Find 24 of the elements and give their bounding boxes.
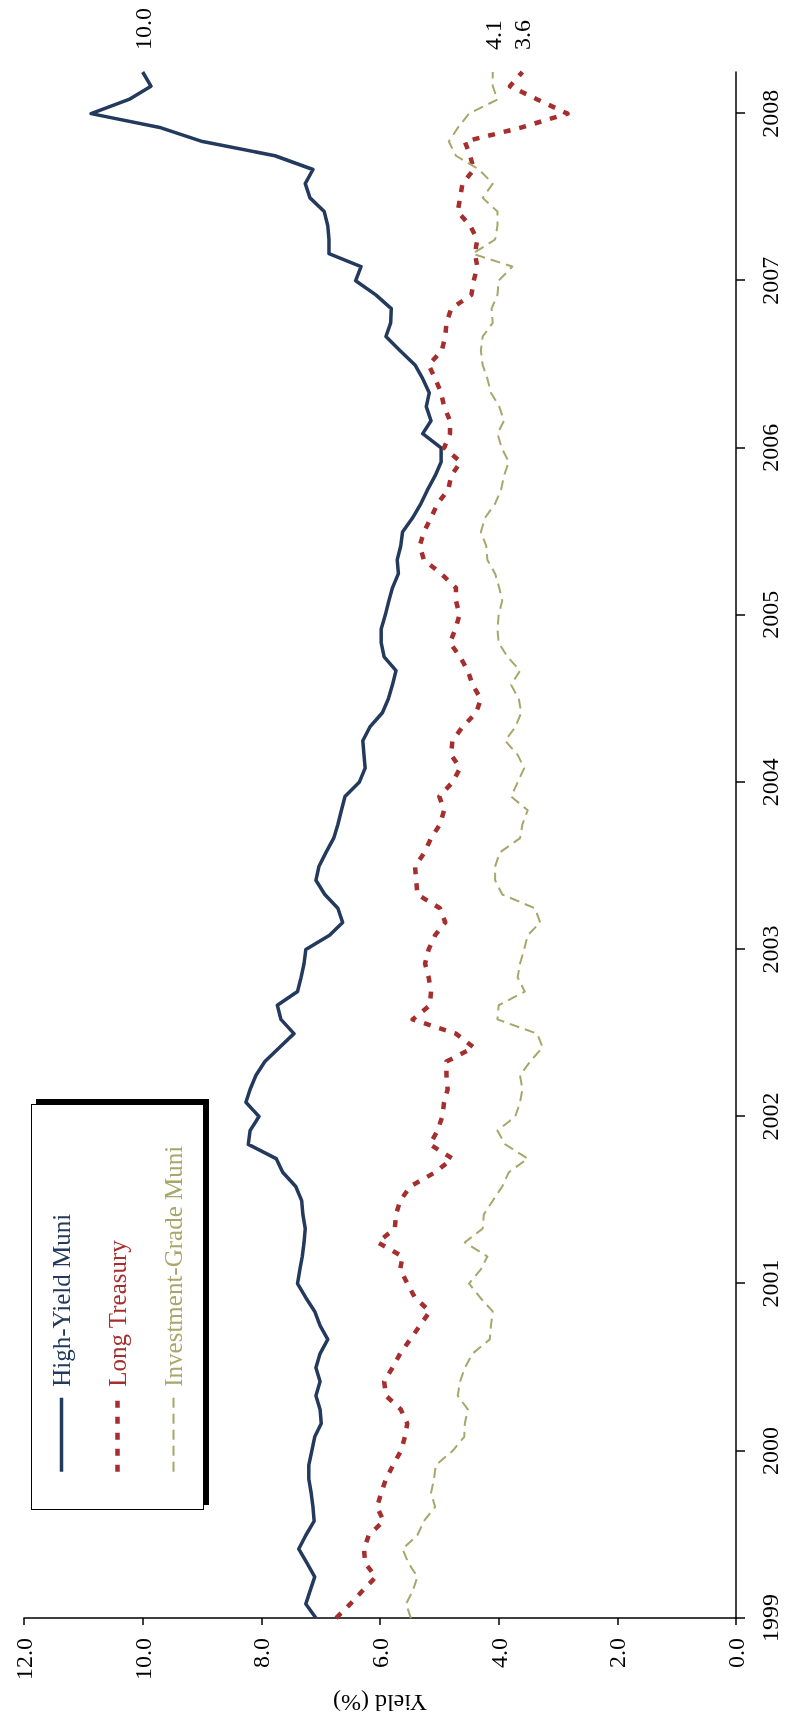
x-tick-label: 12.0 <box>11 1638 37 1681</box>
y-tick-label: 2005 <box>757 590 783 639</box>
x-tick-label: 10.0 <box>129 1638 156 1681</box>
y-tick-label: 1999 <box>757 1594 783 1643</box>
y-tick-label: 2003 <box>757 925 783 974</box>
y-tick-label: 2000 <box>757 1427 783 1476</box>
text: High-Yield Muni <box>48 1213 75 1387</box>
data-label: 3.6 <box>509 20 536 50</box>
text: Long Treasury <box>104 1239 131 1387</box>
x-axis-title: Yield (%) <box>333 1690 427 1716</box>
y-tick-label: 2006 <box>757 423 783 472</box>
y-tick-label: 2008 <box>757 89 783 138</box>
x-tick-label: 0.0 <box>723 1638 749 1669</box>
y-tick-label: 2001 <box>757 1259 783 1308</box>
x-tick-label: 2.0 <box>604 1638 631 1669</box>
y-tick-label: 2007 <box>757 256 783 305</box>
y-tick-label: 2004 <box>757 758 783 807</box>
data-label: 4.1 <box>479 20 506 50</box>
text: Investment-Grade Muni <box>160 1145 187 1387</box>
data-label: 10.0 <box>129 8 156 50</box>
x-tick-label: 4.0 <box>485 1638 512 1669</box>
y-tick-label: 2002 <box>757 1092 783 1141</box>
x-tick-label: 6.0 <box>367 1638 393 1669</box>
x-tick-label: 8.0 <box>248 1638 275 1669</box>
